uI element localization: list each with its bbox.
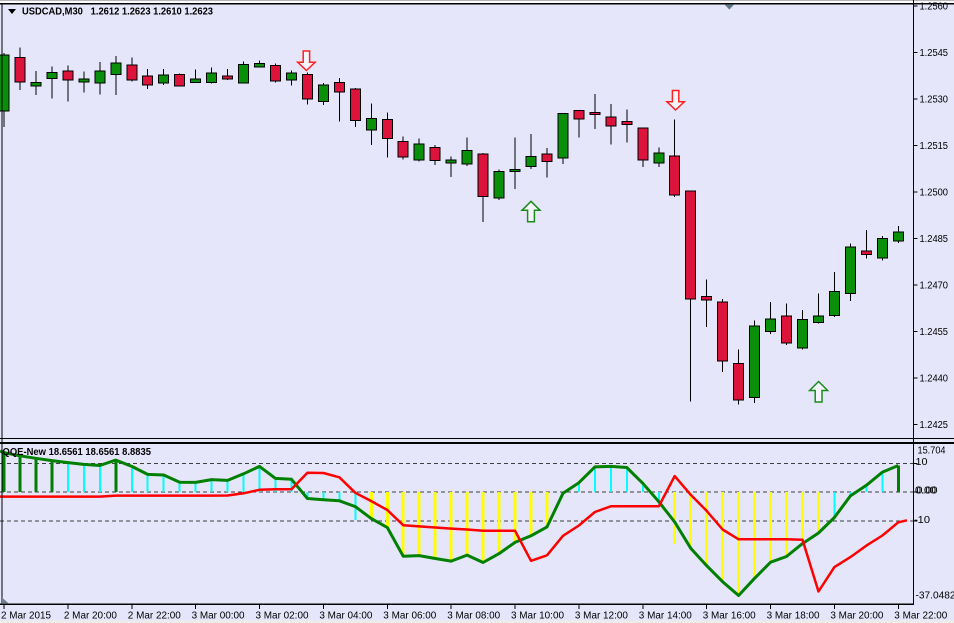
svg-text:3 Mar 22:00: 3 Mar 22:00 (894, 611, 947, 622)
svg-text:0.00: 0.00 (917, 486, 938, 497)
svg-text:1.2485: 1.2485 (920, 234, 949, 245)
svg-text:3 Mar 02:00: 3 Mar 02:00 (256, 611, 309, 622)
svg-text:3 Mar 10:00: 3 Mar 10:00 (511, 611, 564, 622)
svg-text:3 Mar 18:00: 3 Mar 18:00 (767, 611, 820, 622)
svg-text:2 Mar 2015: 2 Mar 2015 (1, 611, 51, 622)
svg-text:1.2515: 1.2515 (920, 141, 949, 152)
svg-text:3 Mar 04:00: 3 Mar 04:00 (319, 611, 372, 622)
svg-text:QQE-New 18.6561 18.6561 8.8835: QQE-New 18.6561 18.6561 8.8835 (3, 446, 152, 458)
svg-text:3 Mar 08:00: 3 Mar 08:00 (447, 611, 500, 622)
svg-text:-37.0482: -37.0482 (916, 591, 954, 602)
svg-text:1.2530: 1.2530 (920, 95, 949, 106)
svg-text:3 Mar 06:00: 3 Mar 06:00 (383, 611, 436, 622)
svg-text:1.2560: 1.2560 (920, 2, 949, 13)
svg-text:3 Mar 16:00: 3 Mar 16:00 (703, 611, 756, 622)
svg-text:USDCAD,M30 1.2612 1.2623 1.2: USDCAD,M30 1.2612 1.2623 1.2610 1.2623 (22, 6, 213, 18)
svg-text:3 Mar 14:00: 3 Mar 14:00 (639, 611, 692, 622)
svg-text:1.2500: 1.2500 (920, 188, 949, 199)
svg-text:10: 10 (916, 457, 928, 468)
svg-text:1.2455: 1.2455 (920, 327, 949, 338)
svg-text:1.2425: 1.2425 (920, 420, 949, 431)
svg-text:1.2440: 1.2440 (920, 374, 949, 385)
svg-text:2 Mar 22:00: 2 Mar 22:00 (128, 611, 181, 622)
svg-text:2 Mar 20:00: 2 Mar 20:00 (64, 611, 117, 622)
svg-text:1.2470: 1.2470 (920, 281, 949, 292)
svg-text:3 Mar 12:00: 3 Mar 12:00 (575, 611, 628, 622)
svg-text:3 Mar 00:00: 3 Mar 00:00 (192, 611, 245, 622)
svg-text:-10: -10 (914, 515, 930, 526)
svg-text:15.704: 15.704 (918, 446, 946, 457)
svg-text:0.00: 0.00 (915, 486, 936, 497)
svg-text:1.2545: 1.2545 (920, 48, 949, 59)
svg-text:3 Mar 20:00: 3 Mar 20:00 (830, 611, 883, 622)
